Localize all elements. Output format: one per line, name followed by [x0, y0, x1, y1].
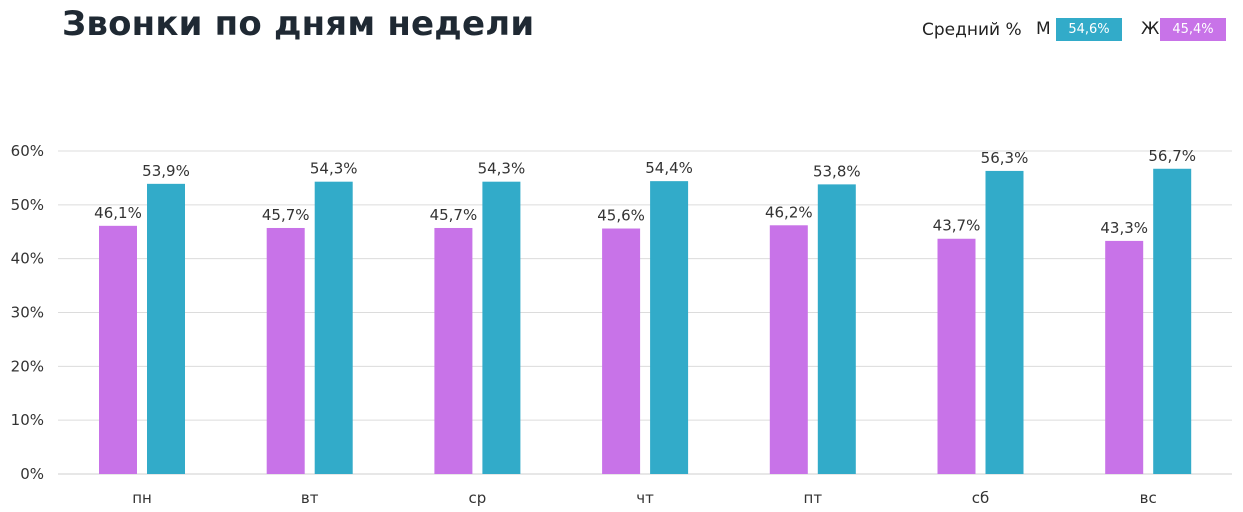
y-tick-label: 0%: [20, 465, 44, 483]
y-tick-label: 10%: [11, 411, 44, 429]
x-category-label: сб: [972, 489, 990, 507]
data-label: 45,7%: [262, 206, 310, 224]
bar-male: [482, 181, 521, 474]
x-category-label: вс: [1140, 489, 1157, 507]
data-label: 54,3%: [310, 160, 358, 178]
data-label: 56,3%: [981, 149, 1029, 167]
x-category-label: пн: [132, 489, 152, 507]
data-label: 45,6%: [597, 207, 645, 225]
bar-female: [1105, 240, 1144, 474]
y-tick-label: 60%: [11, 142, 44, 160]
legend-female-average: 45,4%: [1160, 18, 1226, 41]
data-label: 43,3%: [1100, 219, 1148, 237]
y-tick-label: 50%: [11, 196, 44, 214]
chart-title: Звонки по дням недели: [62, 4, 535, 44]
legend-average-label: Средний %: [922, 20, 1022, 40]
x-category-label: чт: [636, 489, 654, 507]
y-tick-label: 40%: [11, 250, 44, 268]
bar-female: [99, 225, 137, 474]
bar-male: [817, 184, 856, 475]
bar-male: [314, 181, 353, 474]
y-tick-label: 30%: [11, 304, 44, 322]
bar-female: [937, 238, 976, 474]
bar-female: [266, 227, 305, 474]
y-tick-label: 20%: [11, 357, 44, 375]
data-label: 46,2%: [765, 203, 813, 221]
data-label: 56,7%: [1148, 147, 1196, 165]
data-label: 43,7%: [933, 217, 981, 235]
bar-male: [985, 170, 1024, 474]
data-label: 45,7%: [430, 206, 478, 224]
bar-female: [602, 228, 641, 474]
bar-female: [769, 225, 808, 474]
legend-male-average: 54,6%: [1056, 18, 1122, 41]
data-label: 46,1%: [94, 204, 142, 222]
x-category-label: пт: [804, 489, 823, 507]
bar-male: [147, 183, 185, 475]
data-label: 53,9%: [142, 162, 190, 180]
data-label: 53,8%: [813, 162, 861, 180]
legend-female-key: Ж: [1141, 19, 1160, 39]
data-label: 54,4%: [645, 159, 693, 177]
x-category-label: ср: [469, 489, 487, 507]
x-category-label: вт: [301, 489, 319, 507]
bar-female: [434, 227, 473, 474]
legend-male-key: М: [1036, 19, 1051, 39]
bar-male: [1153, 168, 1192, 474]
data-label: 54,3%: [478, 160, 526, 178]
bar-male: [650, 181, 689, 474]
